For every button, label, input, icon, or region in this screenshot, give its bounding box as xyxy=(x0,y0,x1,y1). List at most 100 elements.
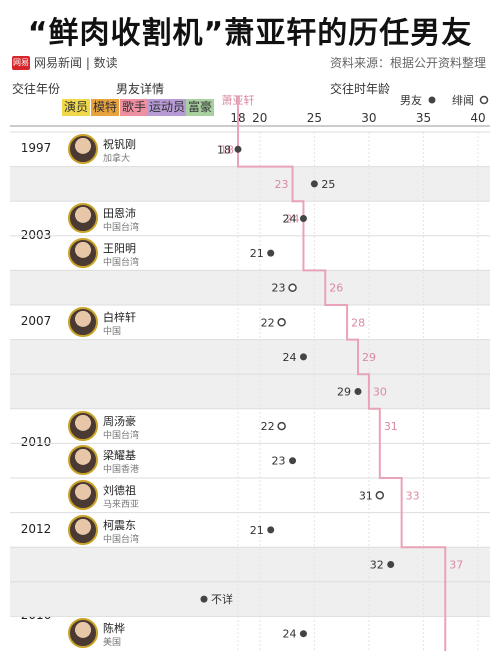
bf-age-label: 22 xyxy=(261,316,275,329)
x-tick-label: 25 xyxy=(307,111,322,125)
rumor-dot xyxy=(288,283,297,292)
bf-dot xyxy=(234,145,242,153)
x-tick-label: 40 xyxy=(470,111,485,125)
legend-rumor: 绯闻 xyxy=(452,93,474,107)
boyfriend-nationality: 美国 xyxy=(103,638,122,649)
legend-bf: 男友 xyxy=(400,93,422,107)
header-age: 交往时年龄 xyxy=(330,82,391,96)
bf-dot xyxy=(310,180,318,188)
xiao-age-label: 18 xyxy=(220,143,234,156)
boyfriend-photo xyxy=(68,307,98,337)
category-tag: 模特 xyxy=(91,99,120,116)
bf-dot xyxy=(299,630,307,638)
x-tick-label: 30 xyxy=(361,111,376,125)
boyfriend-photo xyxy=(68,445,98,476)
boyfriend-nationality: 中国台湾 xyxy=(103,430,140,441)
boyfriend-name: 梁耀基 xyxy=(103,449,136,463)
rumor-dot xyxy=(277,318,286,327)
x-tick-label: 35 xyxy=(416,111,431,125)
category-tag: 运动员 xyxy=(147,99,188,116)
boyfriend-photo xyxy=(68,134,98,164)
bf-dot xyxy=(289,457,297,465)
bf-age-label: 23 xyxy=(272,282,286,295)
xiao-age-label: 28 xyxy=(351,316,365,329)
xiao-age-label: 24 xyxy=(285,213,299,226)
boyfriend-name: 周汤豪 xyxy=(103,414,136,428)
boyfriend-nationality: 马来西亚 xyxy=(103,500,140,510)
boyfriend-nationality: 加拿大 xyxy=(103,154,131,164)
header-details: 男友详情 xyxy=(116,82,165,96)
bf-age-label: 25 xyxy=(321,178,335,191)
boyfriend-photo xyxy=(68,480,98,510)
bf-age-label: 不详 xyxy=(211,592,233,606)
category-tag: 歌手 xyxy=(120,99,149,116)
boyfriend-nationality: 中国台湾 xyxy=(103,534,140,545)
xiao-age-label: 37 xyxy=(449,559,463,572)
rumor-dot xyxy=(375,491,385,500)
legend-bf-dot xyxy=(428,96,436,104)
boyfriend-name: 刘德祖 xyxy=(103,484,136,497)
year-label: 2003 xyxy=(20,227,52,242)
row-band xyxy=(10,166,490,202)
year-label: 2010 xyxy=(20,435,52,450)
row-band xyxy=(10,547,490,582)
bf-dot xyxy=(354,388,362,395)
year-label: 2012 xyxy=(20,521,52,536)
bf-age-label: 21 xyxy=(250,247,264,260)
boyfriend-nationality: 中国 xyxy=(103,327,122,337)
bf-dot xyxy=(387,561,395,568)
boyfriend-name: 王阳明 xyxy=(103,241,136,255)
bf-age-label: 23 xyxy=(272,455,286,468)
boyfriend-photo xyxy=(68,618,98,649)
bf-age-label: 24 xyxy=(282,351,296,364)
bf-dot xyxy=(267,249,275,257)
xiao-age-label: 26 xyxy=(329,282,343,295)
boyfriend-photo xyxy=(68,203,98,234)
xiao-age-label: 23 xyxy=(275,178,289,191)
boyfriend-name: 陈桦 xyxy=(103,622,125,636)
category-tag: 演员 xyxy=(62,99,91,116)
brand: 网易 网易新闻 | 数读 xyxy=(12,54,118,71)
xiao-age-label: 29 xyxy=(362,351,376,364)
bf-age-label: 24 xyxy=(282,628,296,641)
category-tag: 富豪 xyxy=(186,99,215,116)
xiao-age-label: 33 xyxy=(406,489,420,502)
bf-age-label: 29 xyxy=(337,386,351,399)
year-label: 2007 xyxy=(20,314,52,329)
bf-dot xyxy=(299,353,307,361)
boyfriend-photo xyxy=(68,514,98,545)
boyfriend-nationality: 中国台湾 xyxy=(103,223,140,234)
row-band xyxy=(10,339,490,375)
boyfriend-name: 田恩沛 xyxy=(103,207,136,221)
bf-age-label: 21 xyxy=(250,524,264,537)
bf-dot xyxy=(200,595,208,603)
boyfriend-name: 白梓轩 xyxy=(103,311,136,324)
xiao-age-line xyxy=(237,96,447,651)
row-band xyxy=(10,270,490,305)
boyfriend-name: 祝钒刚 xyxy=(103,138,136,151)
bf-age-label: 24 xyxy=(282,213,296,226)
page-title: “鲜肉收割机”萧亚轩的历任男友 xyxy=(27,16,473,51)
boyfriend-name: 柯震东 xyxy=(103,518,136,532)
bf-age-label: 22 xyxy=(261,420,275,433)
legend-rumor-dot xyxy=(479,95,489,105)
row-band xyxy=(10,374,490,409)
year-label: 1997 xyxy=(20,141,52,156)
bf-age-label: 18 xyxy=(217,143,231,156)
boyfriend-photo xyxy=(68,237,98,268)
boyfriend-nationality: 中国台湾 xyxy=(103,257,140,268)
x-tick-label: 20 xyxy=(252,111,267,125)
bf-dot xyxy=(299,215,307,222)
bf-age-label: 31 xyxy=(359,489,373,502)
header-year: 交往年份 xyxy=(12,82,61,96)
source-note: 资料来源：根据公开资料整理 xyxy=(329,56,486,70)
xiao-age-label: 30 xyxy=(373,386,387,399)
boyfriend-photo xyxy=(68,410,98,441)
boyfriend-nationality: 中国香港 xyxy=(103,465,140,476)
brand-label: 网易新闻 | 数读 xyxy=(34,56,118,70)
xiao-age-label: 31 xyxy=(384,420,398,433)
bf-dot xyxy=(267,526,275,534)
bf-age-label: 32 xyxy=(370,559,384,572)
netease-logo: 网易 xyxy=(12,55,30,70)
